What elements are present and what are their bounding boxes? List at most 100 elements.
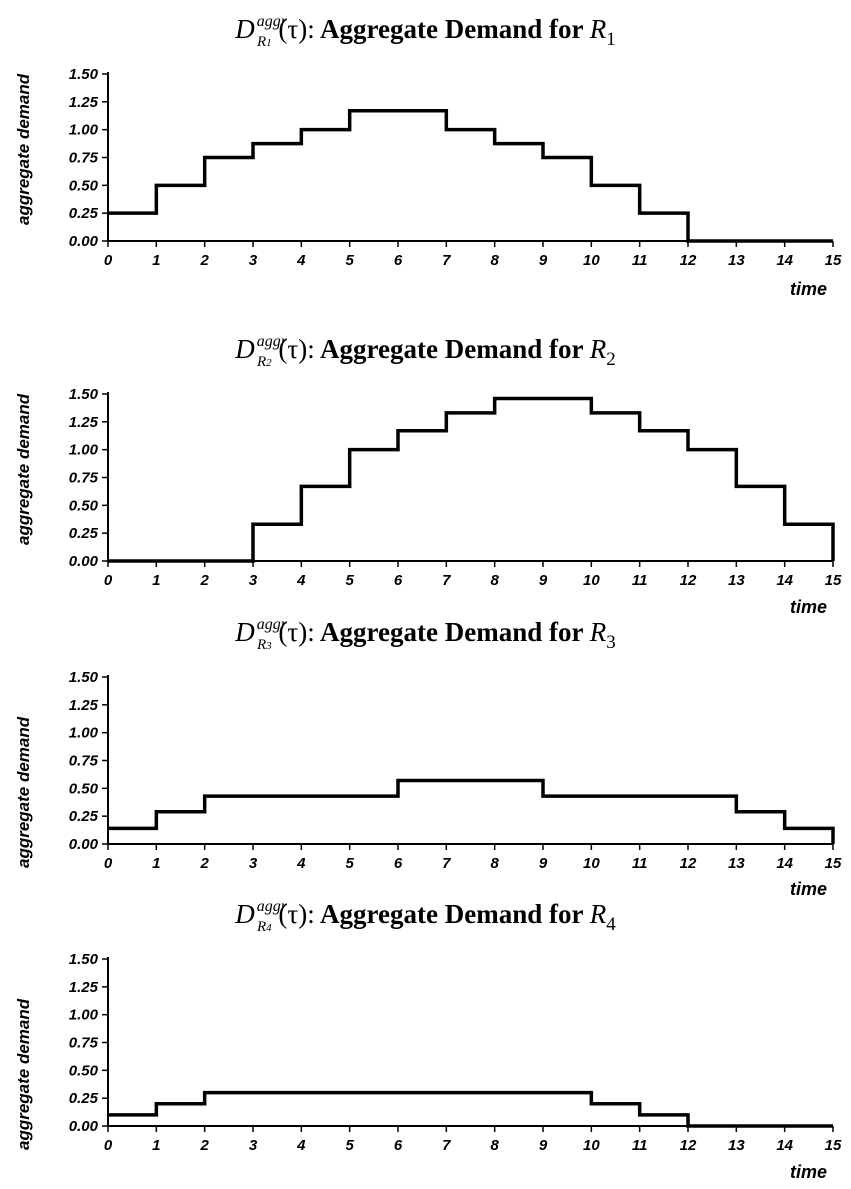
x-tick-label: 8 — [490, 572, 499, 589]
x-axis-label: time — [790, 597, 828, 617]
y-tick-label: 1.50 — [69, 669, 99, 686]
x-tick-label: 7 — [442, 572, 451, 589]
title-text: Aggregate Demand for — [320, 14, 583, 44]
x-tick-label: 5 — [345, 855, 354, 872]
y-tick-label: 1.00 — [69, 1007, 99, 1024]
y-tick-label: 1.50 — [69, 66, 99, 83]
demand-step-line — [108, 1090, 833, 1128]
x-tick-label: 2 — [199, 252, 209, 269]
y-tick-label: 1.25 — [69, 414, 99, 431]
y-tick-label: 0.25 — [69, 525, 99, 542]
x-tick-label: 10 — [583, 855, 600, 872]
x-tick-label: 3 — [249, 1137, 258, 1154]
x-axis-label: time — [790, 879, 828, 899]
title-resource-index: 1 — [606, 29, 616, 50]
demand-step-line — [108, 108, 833, 243]
chart-plot: 0.000.250.500.751.001.251.500 1 2 3 4 5 6 7 8 9 10… — [69, 386, 842, 589]
x-tick-label: 4 — [296, 1137, 306, 1154]
x-tick-label: 12 — [680, 1137, 697, 1154]
x-tick-label: 14 — [776, 1137, 793, 1154]
title-superscript: aggr — [256, 13, 287, 30]
x-tick-label: 13 — [728, 855, 745, 872]
title-argument: (τ): — [278, 617, 315, 647]
x-tick-label: 15 — [825, 572, 842, 589]
y-tick-label: 0.25 — [69, 1090, 99, 1107]
y-tick-label: 0.50 — [69, 1062, 99, 1079]
y-tick-label: 0.50 — [69, 177, 99, 194]
demand-step-line — [108, 396, 835, 563]
x-tick-label: 11 — [632, 252, 648, 269]
x-tick-label: 0 — [104, 1137, 113, 1154]
title-resource: R — [589, 899, 607, 929]
x-tick-label: 11 — [632, 855, 648, 872]
title-argument: (τ): — [278, 14, 315, 44]
y-tick-label: 1.00 — [69, 442, 99, 459]
x-tick-label: 12 — [680, 855, 697, 872]
x-tick-label: 14 — [776, 855, 793, 872]
x-tick-label: 0 — [104, 572, 113, 589]
x-tick-label: 6 — [394, 572, 403, 589]
title-superscript: aggr — [256, 616, 287, 633]
x-tick-label: 0 — [104, 252, 113, 269]
x-tick-label: 8 — [490, 855, 499, 872]
x-tick-label: 4 — [296, 572, 306, 589]
demand-step-line — [108, 778, 835, 844]
title-resource-index: 2 — [606, 349, 616, 370]
x-tick-label: 1 — [152, 1137, 160, 1154]
title-subscript: R1 — [257, 34, 272, 50]
y-tick-label: 0.00 — [69, 836, 99, 853]
x-tick-label: 7 — [442, 1137, 451, 1154]
x-tick-label: 10 — [583, 572, 600, 589]
x-tick-label: 12 — [680, 572, 697, 589]
title-symbol: D — [235, 899, 255, 929]
title-resource-index: 3 — [606, 632, 616, 653]
title-argument: (τ): — [278, 334, 315, 364]
y-tick-label: 0.25 — [69, 808, 99, 825]
y-tick-label: 0.75 — [69, 753, 99, 770]
y-tick-label: 1.25 — [69, 697, 99, 714]
x-tick-label: 13 — [728, 572, 745, 589]
x-tick-label: 13 — [728, 1137, 745, 1154]
x-tick-label: 10 — [583, 1137, 600, 1154]
y-tick-label: 1.50 — [69, 951, 99, 968]
title-superscript: aggr — [256, 898, 287, 915]
x-tick-label: 7 — [442, 855, 451, 872]
y-tick-label: 1.25 — [69, 94, 99, 111]
x-tick-label: 9 — [539, 572, 548, 589]
x-tick-label: 13 — [728, 252, 745, 269]
title-text: Aggregate Demand for — [320, 334, 583, 364]
x-tick-label: 15 — [825, 1137, 842, 1154]
x-tick-label: 11 — [632, 572, 648, 589]
y-tick-label: 0.75 — [69, 1035, 99, 1052]
x-tick-label: 0 — [104, 855, 113, 872]
x-tick-label: 14 — [776, 572, 793, 589]
y-tick-label: 0.50 — [69, 497, 99, 514]
x-axis-label: time — [790, 279, 828, 299]
x-tick-label: 5 — [345, 1137, 354, 1154]
x-tick-label: 7 — [442, 252, 451, 269]
chart-plot: 0.000.250.500.751.001.251.500 1 2 3 4 5 6 7 8 9 10… — [69, 669, 842, 872]
x-tick-label: 4 — [296, 252, 306, 269]
chart-plot: 0.000.250.500.751.001.251.500 1 2 3 4 5 6 7 8 9 10… — [69, 66, 842, 269]
x-tick-label: 4 — [296, 855, 306, 872]
y-tick-label: 0.50 — [69, 780, 99, 797]
title-resource: R — [589, 334, 607, 364]
x-tick-label: 15 — [825, 855, 842, 872]
x-tick-label: 1 — [152, 252, 160, 269]
x-tick-label: 1 — [152, 855, 160, 872]
x-tick-label: 14 — [776, 252, 793, 269]
title-symbol: D — [235, 334, 255, 364]
title-resource: R — [589, 14, 607, 44]
x-tick-label: 3 — [249, 572, 258, 589]
x-tick-label: 1 — [152, 572, 160, 589]
y-tick-label: 1.00 — [69, 725, 99, 742]
y-tick-label: 0.75 — [69, 150, 99, 167]
x-tick-label: 6 — [394, 252, 403, 269]
x-tick-label: 5 — [345, 252, 354, 269]
